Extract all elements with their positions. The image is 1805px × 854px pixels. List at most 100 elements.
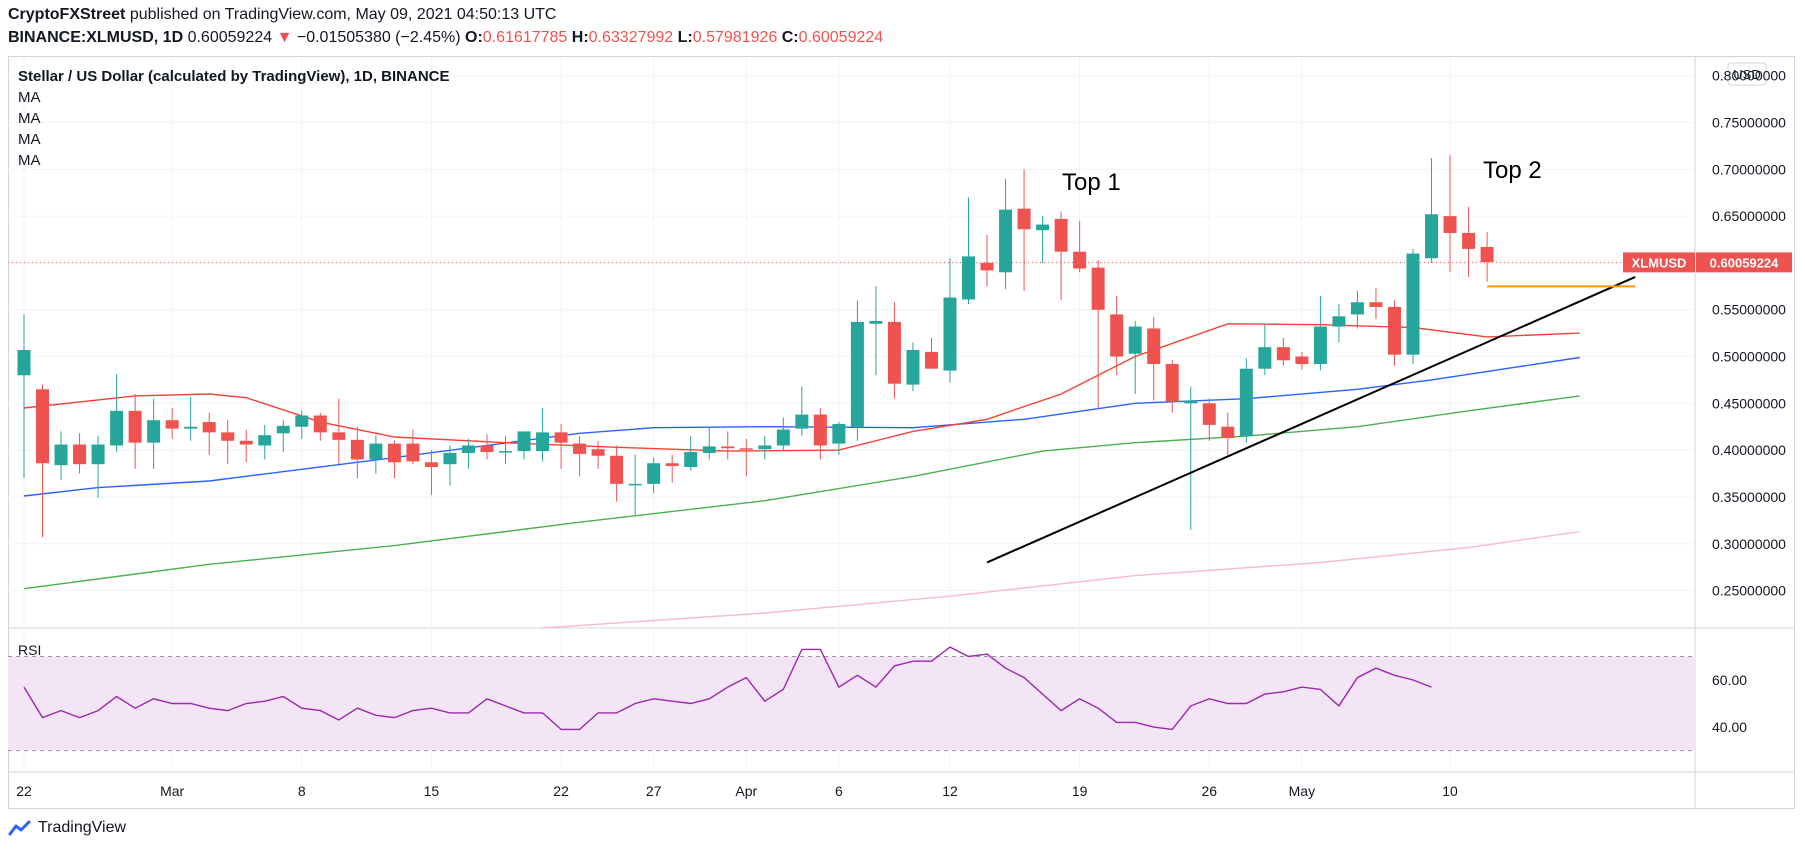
candle-body [17,349,31,376]
y-tick-label: 0.50000000 [1712,349,1786,365]
candle-body [1017,208,1031,230]
currency-badge-box[interactable] [1727,62,1767,86]
annotation-top-2[interactable]: Top 2 [1483,157,1542,184]
candle-body [536,432,550,452]
candle-body [1073,251,1087,269]
candle-body [850,321,864,427]
candle-body [1443,216,1457,233]
candle-body [73,444,87,465]
y-tick-label: 0.65000000 [1712,208,1786,224]
y-tick-label: 0.35000000 [1712,489,1786,505]
ma-legend-1[interactable]: MA [18,89,41,106]
candle-body [499,451,513,453]
candle-body [276,425,290,434]
candle-body [406,443,420,462]
price-tag-symbol-box [1623,252,1695,273]
publish-line: CryptoFXStreet published on TradingView.… [8,6,556,24]
candle-body [313,415,327,433]
legend-title: Stellar / US Dollar (calculated by Tradi… [18,68,450,85]
tradingview-logo-icon [8,820,31,836]
candle-body [906,349,920,385]
low-value: 0.57981926 [692,29,778,46]
candle-body [1165,364,1179,402]
x-tick-label: 6 [835,783,843,799]
candle-body [758,445,772,450]
candle-body [739,448,753,450]
open-value: 0.61617785 [482,29,568,46]
candle-body [443,452,457,465]
candle-body [702,446,716,453]
x-tick-label: 22 [16,783,32,799]
high-label: H: [571,29,589,46]
y-tick-label: 0.55000000 [1712,302,1786,318]
candle-body [943,297,957,371]
candle-body [573,443,587,454]
x-tick-label: 8 [298,783,306,799]
candle-body [832,423,846,444]
y-tick-label: 0.80000000 [1712,68,1786,84]
y-tick-label: 0.70000000 [1712,161,1786,177]
rsi-line [23,646,1432,731]
ma-legend-2[interactable]: MA [18,110,41,127]
candle-body [1462,232,1476,249]
candle-body [980,262,994,271]
y-tick-label: 0.30000000 [1712,536,1786,552]
candle-body [1313,326,1327,365]
x-tick-label: Mar [160,783,184,799]
rsi-tick-label: 60.00 [1712,672,1747,688]
candle-body [387,443,401,463]
rsi-tick-label: 40.00 [1712,719,1747,735]
candle-body [924,351,938,369]
x-tick-label: 12 [942,783,958,799]
publisher-name[interactable]: CryptoFXStreet [8,6,126,23]
candle-body [628,483,642,486]
candle-body [554,432,568,443]
y-tick-label: 0.45000000 [1712,395,1786,411]
candle-body [258,435,272,446]
candle-body [350,439,364,460]
candle-body [962,256,976,300]
candle-body [869,320,883,324]
candle-body [295,415,309,427]
candle-body [591,449,605,456]
candle-body [480,445,494,453]
candle-body [1054,218,1068,252]
candle-body [1221,426,1235,438]
candle-body [1110,314,1124,357]
candle-body [887,321,901,384]
candle-body [665,463,679,467]
x-tick-label: 27 [646,783,662,799]
candle-body [54,444,68,466]
y-tick-label: 0.25000000 [1712,583,1786,599]
candle-body [110,410,124,446]
ma-legend-3[interactable]: MA [18,131,41,148]
candle-body [461,445,475,453]
x-tick-label: May [1289,783,1315,799]
price-tag-symbol: XLMUSD [1632,255,1687,270]
candle-body [1147,328,1161,365]
rsi-label: RSI [18,642,41,658]
down-arrow-icon: ▼ [276,29,293,46]
candle-body [517,431,531,452]
price-change: −0.01505380 (−2.45%) [296,29,461,46]
candle-body [1128,326,1142,354]
candle-body [239,440,253,445]
ma-line-ma50 [23,356,1580,497]
close-value: 0.60059224 [798,29,884,46]
candle-body [1239,368,1253,437]
ma-legend-4[interactable]: MA [18,152,41,169]
candle-body [1350,302,1364,315]
annotation-top-1[interactable]: Top 1 [1062,169,1121,196]
candle-body [1184,400,1198,404]
candle-body [1406,253,1420,355]
candle-body [221,432,235,441]
price-tag-value: 0.60059224 [1710,255,1779,270]
x-tick-label: 22 [553,783,569,799]
x-tick-label: 10 [1442,783,1458,799]
candle-body [1295,356,1309,365]
footer-brand[interactable]: TradingView [8,819,126,837]
candle-body [684,452,698,467]
candle-body [776,429,790,446]
candle-body [36,389,50,464]
